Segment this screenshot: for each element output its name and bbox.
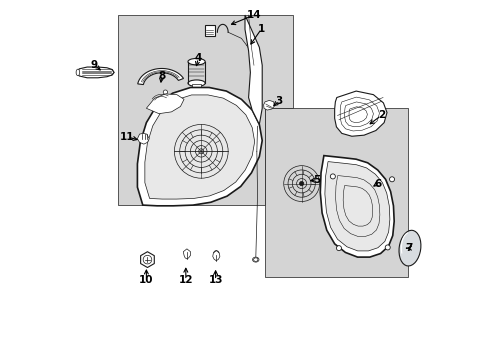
Polygon shape: [147, 94, 184, 114]
Polygon shape: [325, 162, 390, 251]
Text: 7: 7: [406, 243, 413, 253]
Text: 9: 9: [91, 60, 98, 70]
Text: 12: 12: [178, 275, 193, 285]
Circle shape: [337, 246, 342, 251]
Polygon shape: [137, 87, 262, 206]
Text: 10: 10: [139, 275, 154, 285]
Ellipse shape: [188, 58, 205, 65]
Polygon shape: [76, 67, 114, 78]
Circle shape: [299, 181, 304, 186]
Text: 5: 5: [313, 175, 320, 185]
Polygon shape: [335, 91, 387, 136]
Text: 1: 1: [258, 24, 265, 35]
Ellipse shape: [188, 80, 205, 86]
Polygon shape: [145, 95, 255, 199]
Circle shape: [385, 245, 390, 250]
Text: 11: 11: [120, 132, 135, 142]
Ellipse shape: [254, 258, 258, 261]
Ellipse shape: [252, 257, 259, 262]
Polygon shape: [245, 15, 262, 125]
Polygon shape: [264, 100, 274, 110]
Polygon shape: [141, 252, 154, 267]
Text: 14: 14: [246, 10, 261, 20]
FancyBboxPatch shape: [205, 25, 215, 36]
Polygon shape: [183, 249, 191, 259]
Ellipse shape: [76, 69, 80, 76]
Circle shape: [330, 174, 335, 179]
Polygon shape: [138, 68, 184, 85]
Polygon shape: [213, 251, 220, 261]
Text: 8: 8: [158, 71, 166, 81]
Polygon shape: [265, 108, 408, 277]
Text: 6: 6: [374, 179, 381, 189]
Text: 2: 2: [378, 111, 385, 121]
Circle shape: [163, 90, 168, 94]
FancyBboxPatch shape: [192, 84, 201, 89]
Text: 3: 3: [275, 96, 283, 106]
Polygon shape: [137, 134, 149, 144]
Text: 4: 4: [195, 53, 202, 63]
Polygon shape: [118, 15, 294, 205]
Circle shape: [390, 177, 394, 182]
Polygon shape: [320, 156, 394, 257]
Ellipse shape: [399, 230, 421, 266]
Text: 13: 13: [208, 275, 223, 285]
